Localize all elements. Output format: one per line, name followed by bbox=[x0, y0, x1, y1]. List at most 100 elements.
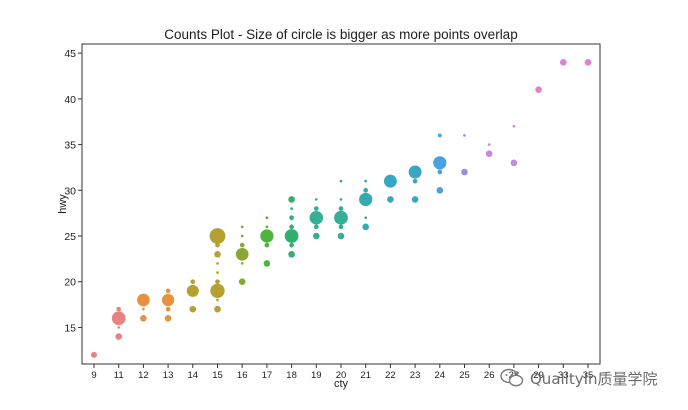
x-tick-label: 29 bbox=[533, 370, 544, 381]
data-point bbox=[140, 314, 147, 322]
data-point bbox=[240, 234, 244, 238]
y-tick-label: 20 bbox=[64, 277, 76, 289]
data-point bbox=[209, 228, 226, 244]
x-tick-label: 19 bbox=[311, 370, 322, 381]
data-point bbox=[510, 159, 518, 167]
data-point bbox=[463, 134, 466, 137]
x-tick-label: 13 bbox=[163, 370, 174, 381]
plot-area bbox=[81, 43, 601, 365]
data-point bbox=[161, 293, 175, 307]
data-point bbox=[485, 150, 493, 158]
data-point bbox=[214, 250, 221, 258]
data-point bbox=[436, 186, 444, 194]
x-axis-label: cty bbox=[334, 378, 349, 390]
data-point bbox=[334, 210, 348, 225]
data-point bbox=[337, 232, 345, 240]
x-tick-label: 25 bbox=[459, 370, 470, 381]
data-point bbox=[487, 143, 491, 146]
data-point bbox=[412, 178, 418, 184]
data-point bbox=[461, 168, 468, 176]
x-tick-label: 20 bbox=[336, 370, 347, 381]
data-point bbox=[238, 278, 246, 286]
data-point bbox=[90, 351, 98, 358]
data-point bbox=[584, 58, 592, 66]
x-tick-label: 26 bbox=[484, 370, 495, 381]
data-point bbox=[289, 215, 294, 221]
data-point bbox=[111, 311, 126, 326]
x-tick-label: 15 bbox=[212, 370, 223, 381]
data-point bbox=[309, 210, 324, 225]
x-tick-label: 22 bbox=[385, 370, 396, 381]
data-point bbox=[265, 225, 269, 229]
data-point bbox=[512, 124, 516, 128]
data-point bbox=[216, 262, 219, 265]
data-point bbox=[235, 247, 249, 261]
data-point bbox=[313, 224, 319, 230]
data-point bbox=[387, 196, 394, 203]
data-point bbox=[210, 283, 225, 299]
data-point bbox=[289, 224, 294, 230]
data-point bbox=[364, 179, 368, 183]
y-axis-ticks: 15 20 25 30 35 40 45 bbox=[64, 48, 82, 334]
data-point bbox=[240, 262, 244, 265]
data-point bbox=[264, 242, 270, 248]
data-point bbox=[284, 229, 299, 243]
data-point bbox=[265, 216, 269, 220]
data-point bbox=[437, 169, 443, 175]
x-axis-ticks: 9111213141516171819202122232425262829333… bbox=[91, 364, 593, 381]
data-point bbox=[364, 216, 368, 220]
data-point bbox=[289, 242, 294, 248]
data-point bbox=[165, 306, 171, 312]
y-tick-label: 35 bbox=[64, 140, 76, 152]
data-point bbox=[189, 305, 197, 313]
x-tick-label: 33 bbox=[558, 370, 569, 381]
data-point bbox=[216, 298, 219, 302]
data-point bbox=[559, 58, 567, 66]
y-tick-label: 15 bbox=[64, 322, 76, 334]
data-point bbox=[339, 198, 343, 201]
data-point bbox=[240, 225, 244, 229]
data-point bbox=[290, 207, 293, 210]
data-point bbox=[215, 242, 220, 248]
data-points bbox=[90, 58, 592, 358]
x-tick-label: 24 bbox=[435, 370, 446, 381]
x-tick-label: 35 bbox=[583, 370, 594, 381]
data-point bbox=[186, 284, 199, 297]
y-tick-label: 25 bbox=[64, 231, 76, 243]
data-point bbox=[115, 333, 123, 340]
data-point bbox=[239, 242, 245, 248]
data-point bbox=[535, 86, 542, 94]
data-point bbox=[411, 196, 419, 203]
x-tick-label: 17 bbox=[262, 370, 273, 381]
data-point bbox=[359, 192, 373, 207]
data-point bbox=[288, 250, 295, 258]
data-point bbox=[362, 223, 370, 231]
data-point bbox=[312, 232, 320, 240]
data-point bbox=[215, 279, 220, 285]
watermark: QualityIn质量学院 bbox=[500, 366, 658, 390]
data-point bbox=[383, 174, 397, 188]
data-point bbox=[165, 288, 171, 294]
x-tick-label: 16 bbox=[237, 370, 248, 381]
chart-title: Counts Plot - Size of circle is bigger a… bbox=[164, 27, 517, 42]
data-point bbox=[137, 293, 150, 307]
y-axis-label: hwy bbox=[57, 194, 69, 214]
data-point bbox=[190, 279, 196, 285]
data-point bbox=[263, 260, 271, 267]
data-point bbox=[164, 314, 172, 322]
data-point bbox=[116, 306, 122, 312]
data-point bbox=[117, 326, 121, 329]
data-point bbox=[313, 206, 319, 211]
x-tick-label: 11 bbox=[114, 370, 124, 381]
x-tick-label: 21 bbox=[360, 370, 371, 381]
data-point bbox=[363, 187, 369, 193]
data-point bbox=[314, 198, 318, 201]
x-tick-label: 23 bbox=[410, 370, 421, 381]
data-point bbox=[408, 165, 422, 179]
x-tick-label: 12 bbox=[138, 370, 149, 381]
data-point bbox=[288, 196, 295, 203]
data-point bbox=[437, 133, 442, 138]
y-tick-label: 30 bbox=[64, 185, 76, 197]
y-tick-label: 45 bbox=[64, 48, 76, 60]
